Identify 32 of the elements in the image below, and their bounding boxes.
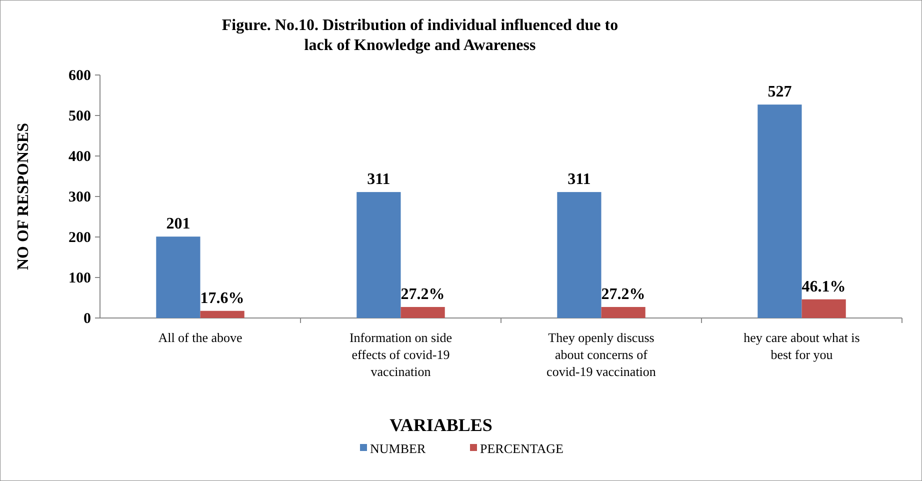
x-tick-label: All of the above — [158, 330, 243, 345]
bar — [156, 236, 200, 318]
data-label: 27.2% — [601, 286, 646, 303]
data-label: 527 — [768, 84, 792, 101]
bar — [356, 192, 401, 318]
chart-title: Figure. No.10. Distribution of individual influenced due to lack of Knowledge and Awareness — [222, 17, 618, 54]
x-tick-label: Information on side effects of covid-19 vaccination — [349, 330, 452, 379]
data-label: 17.6% — [200, 290, 244, 307]
data-label: 311 — [367, 171, 390, 188]
y-tick-label: 600 — [68, 68, 91, 84]
bar — [758, 104, 802, 318]
data-label: 27.2% — [400, 286, 445, 303]
x-axis-title: VARIABLES — [390, 415, 492, 435]
y-tick-label: 200 — [68, 230, 91, 246]
data-label: 46.1% — [802, 278, 846, 296]
x-tick-label: hey care about what is best for you — [744, 330, 860, 362]
y-axis-title: NO OF RESPONSES — [15, 122, 32, 270]
y-tick-label: 500 — [68, 108, 91, 124]
bar — [200, 310, 244, 318]
bar — [802, 299, 846, 318]
bar — [557, 192, 602, 318]
y-tick-label: 400 — [68, 149, 91, 165]
legend-label: NUMBER — [370, 441, 426, 456]
data-label: 201 — [166, 216, 190, 233]
bar — [400, 306, 445, 318]
legend-label: PERCENTAGE — [480, 441, 564, 456]
y-tick-label: 300 — [68, 190, 91, 206]
bar — [601, 306, 646, 318]
y-tick-label: 100 — [68, 270, 91, 286]
y-tick-label: 0 — [84, 311, 91, 327]
x-tick-label: They openly discuss about concerns of covid-19 vaccination — [546, 330, 656, 379]
data-label: 311 — [568, 171, 591, 188]
